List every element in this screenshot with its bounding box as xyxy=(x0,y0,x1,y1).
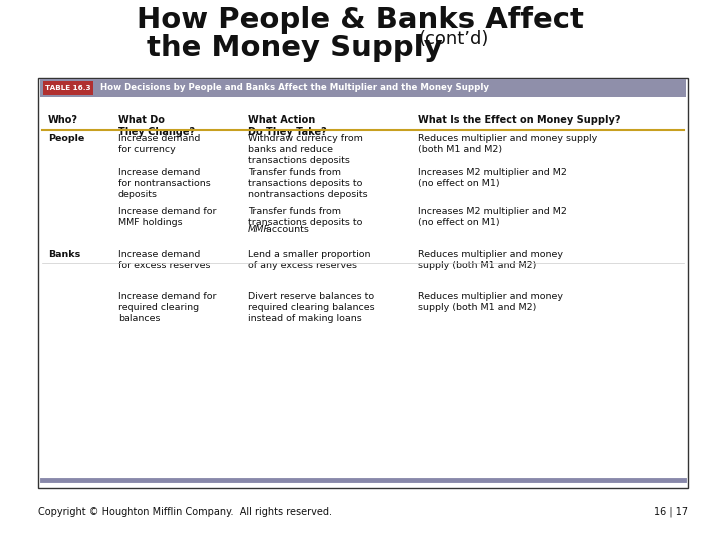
Text: Increase demand
for currency: Increase demand for currency xyxy=(118,134,200,154)
Text: Divert reserve balances to
required clearing balances
instead of making loans: Divert reserve balances to required clea… xyxy=(248,292,374,323)
Text: Lend a smaller proportion
of any excess reserves: Lend a smaller proportion of any excess … xyxy=(248,250,371,270)
Text: 16 | 17: 16 | 17 xyxy=(654,507,688,517)
Text: Transfer funds from
transactions deposits to
nontransactions deposits: Transfer funds from transactions deposit… xyxy=(248,168,368,199)
Text: accounts: accounts xyxy=(263,226,309,234)
Text: People: People xyxy=(48,134,84,143)
Text: What Action
Do They Take?: What Action Do They Take? xyxy=(248,115,327,137)
Text: Increase demand
for nontransactions
deposits: Increase demand for nontransactions depo… xyxy=(118,168,211,199)
Text: Withdraw currency from
banks and reduce
transactions deposits: Withdraw currency from banks and reduce … xyxy=(248,134,363,165)
Text: TABLE 16.3: TABLE 16.3 xyxy=(45,85,91,91)
Text: MMF: MMF xyxy=(248,226,270,234)
Text: How Decisions by People and Banks Affect the Multiplier and the Money Supply: How Decisions by People and Banks Affect… xyxy=(100,84,489,92)
Text: How People & Banks Affect: How People & Banks Affect xyxy=(137,6,583,34)
Bar xyxy=(43,81,93,95)
Text: Increase demand for
MMF holdings: Increase demand for MMF holdings xyxy=(118,207,217,227)
Text: Reduces multiplier and money
supply (both M1 and M2): Reduces multiplier and money supply (bot… xyxy=(418,292,563,312)
Text: Banks: Banks xyxy=(48,250,80,259)
Text: What Is the Effect on Money Supply?: What Is the Effect on Money Supply? xyxy=(418,115,621,125)
Text: What Do
They Change?: What Do They Change? xyxy=(118,115,195,137)
Text: Reduces multiplier and money
supply (both M1 and M2): Reduces multiplier and money supply (bot… xyxy=(418,250,563,270)
Text: Increase demand
for excess reserves: Increase demand for excess reserves xyxy=(118,250,210,270)
Text: Increases M2 multiplier and M2
(no effect on M1): Increases M2 multiplier and M2 (no effec… xyxy=(418,207,567,227)
Text: Who?: Who? xyxy=(48,115,78,125)
Text: Reduces multiplier and money supply
(both M1 and M2): Reduces multiplier and money supply (bot… xyxy=(418,134,598,154)
Text: Transfer funds from
transactions deposits to: Transfer funds from transactions deposit… xyxy=(248,207,362,238)
Text: Increase demand for
required clearing
balances: Increase demand for required clearing ba… xyxy=(118,292,217,323)
Text: Increases M2 multiplier and M2
(no effect on M1): Increases M2 multiplier and M2 (no effec… xyxy=(418,168,567,188)
Bar xyxy=(40,79,686,97)
Text: the Money Supply: the Money Supply xyxy=(147,34,443,62)
Bar xyxy=(38,78,688,488)
Text: Copyright © Houghton Mifflin Company.  All rights reserved.: Copyright © Houghton Mifflin Company. Al… xyxy=(38,507,332,517)
Text: (cont’d): (cont’d) xyxy=(418,30,488,48)
